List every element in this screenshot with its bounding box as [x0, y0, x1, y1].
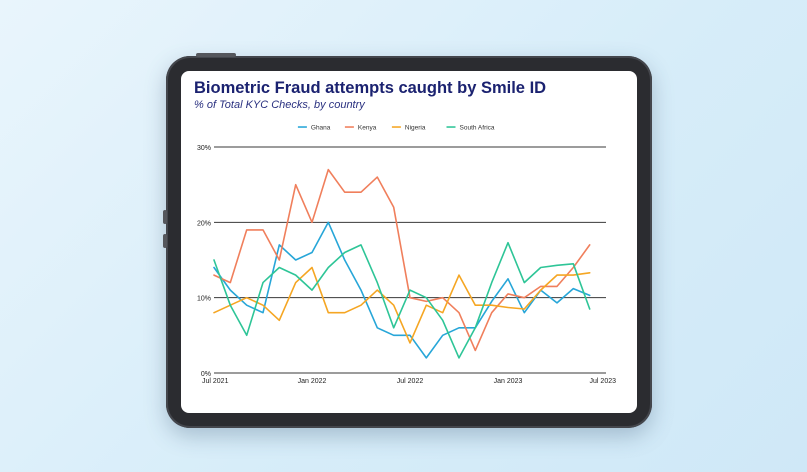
tablet-side-button: [163, 234, 167, 248]
series-line-nigeria: [213, 266, 591, 344]
x-tick-label: Jul 2022: [397, 378, 424, 385]
x-tick-label: Jul 2021: [202, 378, 229, 385]
series-line-kenya: [213, 168, 591, 352]
series-line-south-africa: [213, 241, 591, 359]
legend-label: Nigeria: [405, 125, 426, 132]
tablet-screen: Biometric Fraud attempts caught by Smile…: [181, 71, 637, 413]
chart-legend: Ghana Kenya Nigeria South Africa: [297, 125, 495, 132]
tablet-side-button: [163, 210, 167, 224]
chart-subtitle: % of Total KYC Checks, by country: [194, 99, 365, 111]
legend-label: South Africa: [460, 125, 495, 132]
legend-label: Ghana: [311, 125, 331, 132]
y-tick-label: 0%: [201, 371, 211, 378]
y-tick-label: 30%: [197, 145, 211, 152]
x-tick-label: Jan 2022: [298, 378, 327, 385]
x-tick-label: Jan 2023: [494, 378, 523, 385]
chart-series: [213, 168, 591, 359]
y-axis-ticks: 0% 10% 20% 30%: [197, 145, 211, 378]
y-tick-label: 20%: [197, 220, 211, 227]
line-chart: Ghana Kenya Nigeria South Africa 0% 10% 20% 30…: [197, 125, 616, 386]
legend-label: Kenya: [358, 125, 377, 132]
chart-grid: [214, 146, 606, 374]
chart-title: Biometric Fraud attempts caught by Smile…: [194, 79, 547, 97]
y-tick-label: 10%: [197, 296, 211, 303]
x-tick-label: Jul 2023: [590, 378, 617, 385]
x-axis-ticks: Jul 2021 Jan 2022 Jul 2022 Jan 2023 Jul 2023: [202, 378, 616, 385]
tablet-top-button: [196, 53, 236, 57]
